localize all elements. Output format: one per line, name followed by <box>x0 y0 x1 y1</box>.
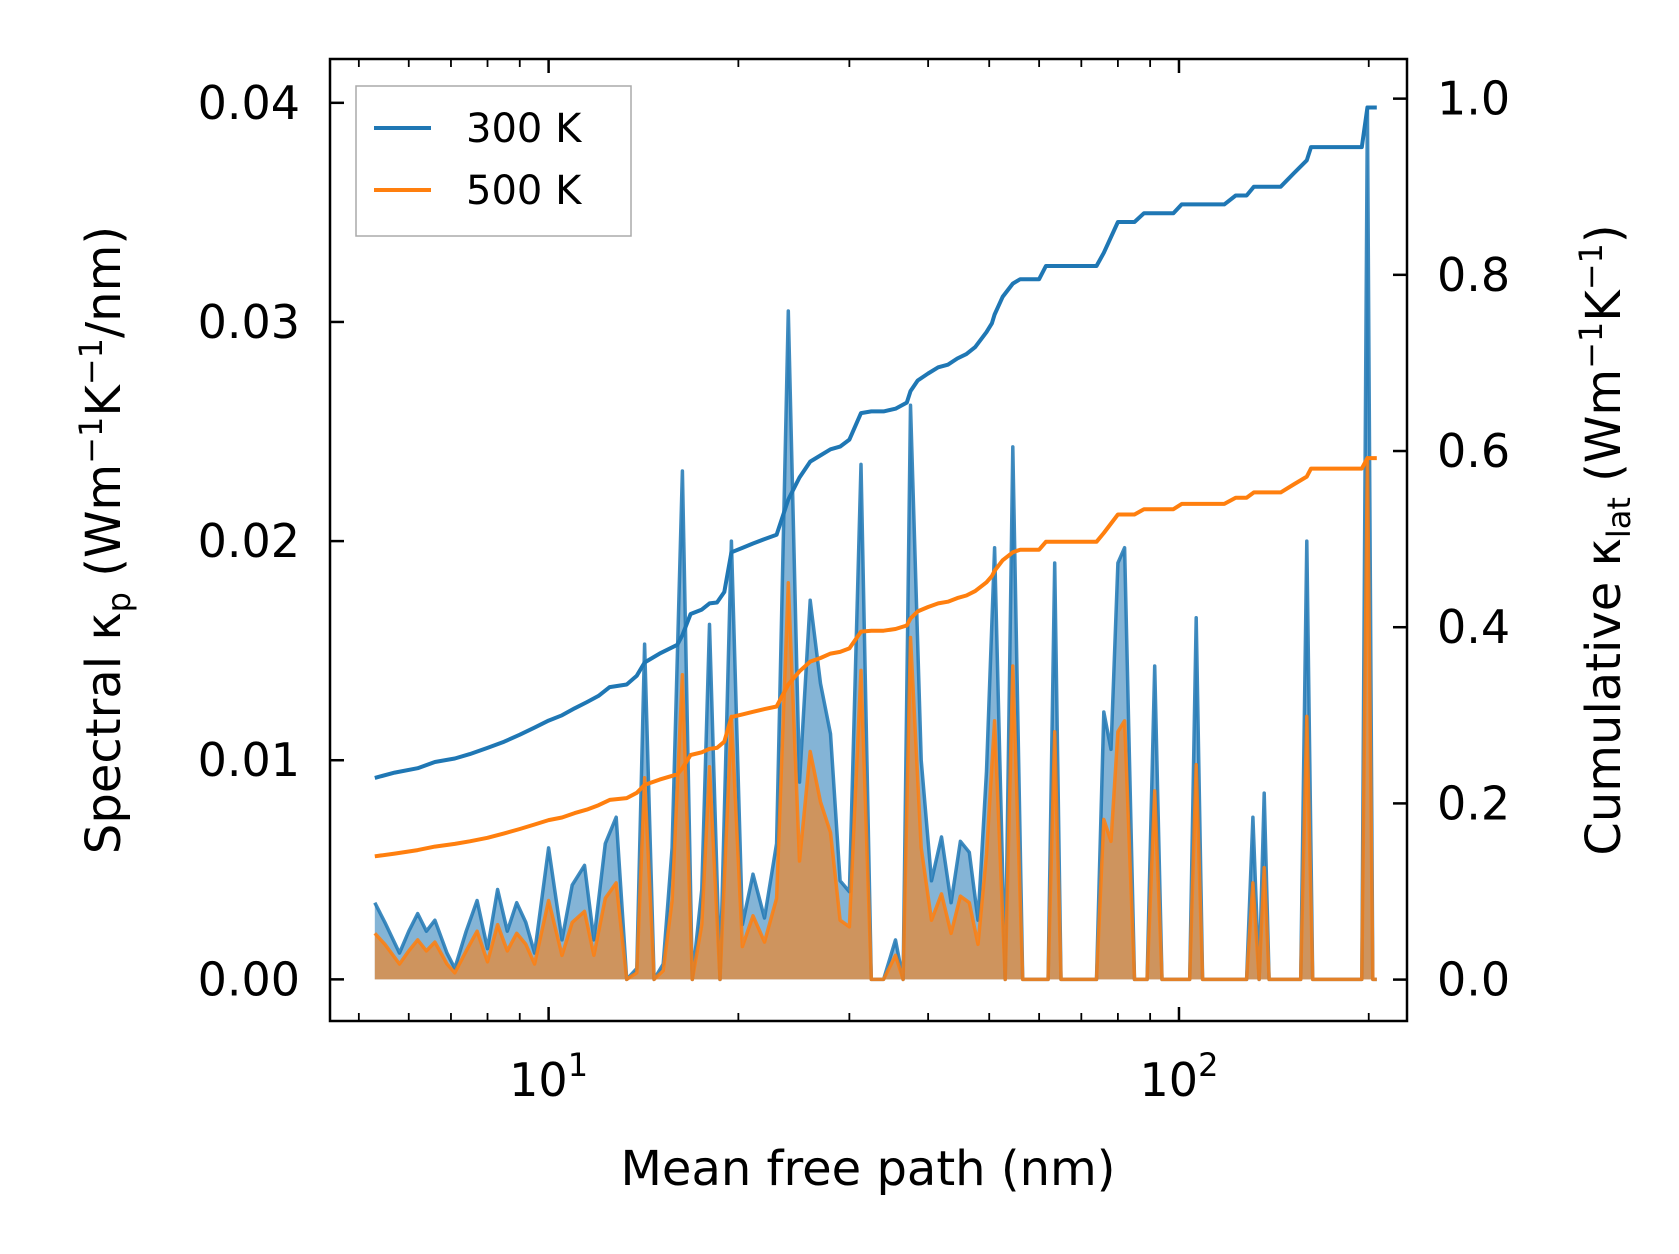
spectral-line-500k <box>373 456 1377 982</box>
tick-labels: 101 102 0.00 0.01 0.02 0.03 0.04 0.0 0.2 0.4 0.6 0.… <box>198 72 1511 1107</box>
y-axis-label-left: Spectral κp (Wm−1K−1/nm) <box>72 226 138 854</box>
y-right-tick-label: 0.6 <box>1437 424 1510 478</box>
y-right-tick-label: 0.0 <box>1437 953 1510 1007</box>
x-tick-label: 101 <box>509 1046 588 1107</box>
cumulative-line-300k <box>374 105 1377 780</box>
y-left-tick-label: 0.02 <box>198 514 300 568</box>
y-right-tick-label: 0.2 <box>1437 776 1510 830</box>
spectral-lines <box>373 105 1377 982</box>
y-right-tick-label: 1.0 <box>1437 72 1510 126</box>
y-left-tick-label: 0.04 <box>198 76 300 130</box>
legend-label-300k: 300 K <box>466 106 583 152</box>
y-left-tick-label: 0.00 <box>198 952 300 1006</box>
cumulative-line-500k <box>374 456 1377 859</box>
y-left-tick-label: 0.03 <box>198 295 300 349</box>
y-left-tick-label: 0.01 <box>198 733 300 787</box>
legend-frame <box>355 85 632 237</box>
x-axis-label: Mean free path (nm) <box>621 1141 1116 1197</box>
legend-label-500k: 500 K <box>466 168 583 214</box>
y-right-tick-label: 0.8 <box>1437 248 1510 302</box>
y-right-tick-label: 0.4 <box>1437 600 1510 654</box>
x-tick-label: 102 <box>1140 1046 1219 1107</box>
spectral-area-500k <box>374 457 1377 980</box>
axis-ticks <box>330 59 1407 1021</box>
legend: 300 K 500 K <box>355 85 632 237</box>
cumulative-lines <box>374 105 1377 859</box>
y-axis-label-right: Cumulative κlat (Wm−1K−1) <box>1572 224 1638 855</box>
